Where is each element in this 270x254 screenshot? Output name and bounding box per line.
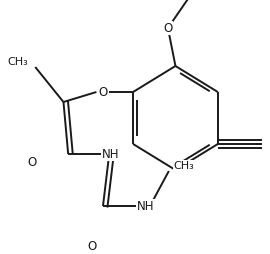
Text: NH: NH bbox=[102, 148, 119, 161]
Text: O: O bbox=[163, 22, 173, 35]
Text: O: O bbox=[98, 86, 108, 99]
Text: CH₃: CH₃ bbox=[7, 57, 28, 67]
Text: CH₃: CH₃ bbox=[174, 161, 194, 171]
Text: O: O bbox=[28, 155, 37, 168]
Text: O: O bbox=[87, 240, 96, 252]
Text: NH: NH bbox=[137, 199, 154, 213]
